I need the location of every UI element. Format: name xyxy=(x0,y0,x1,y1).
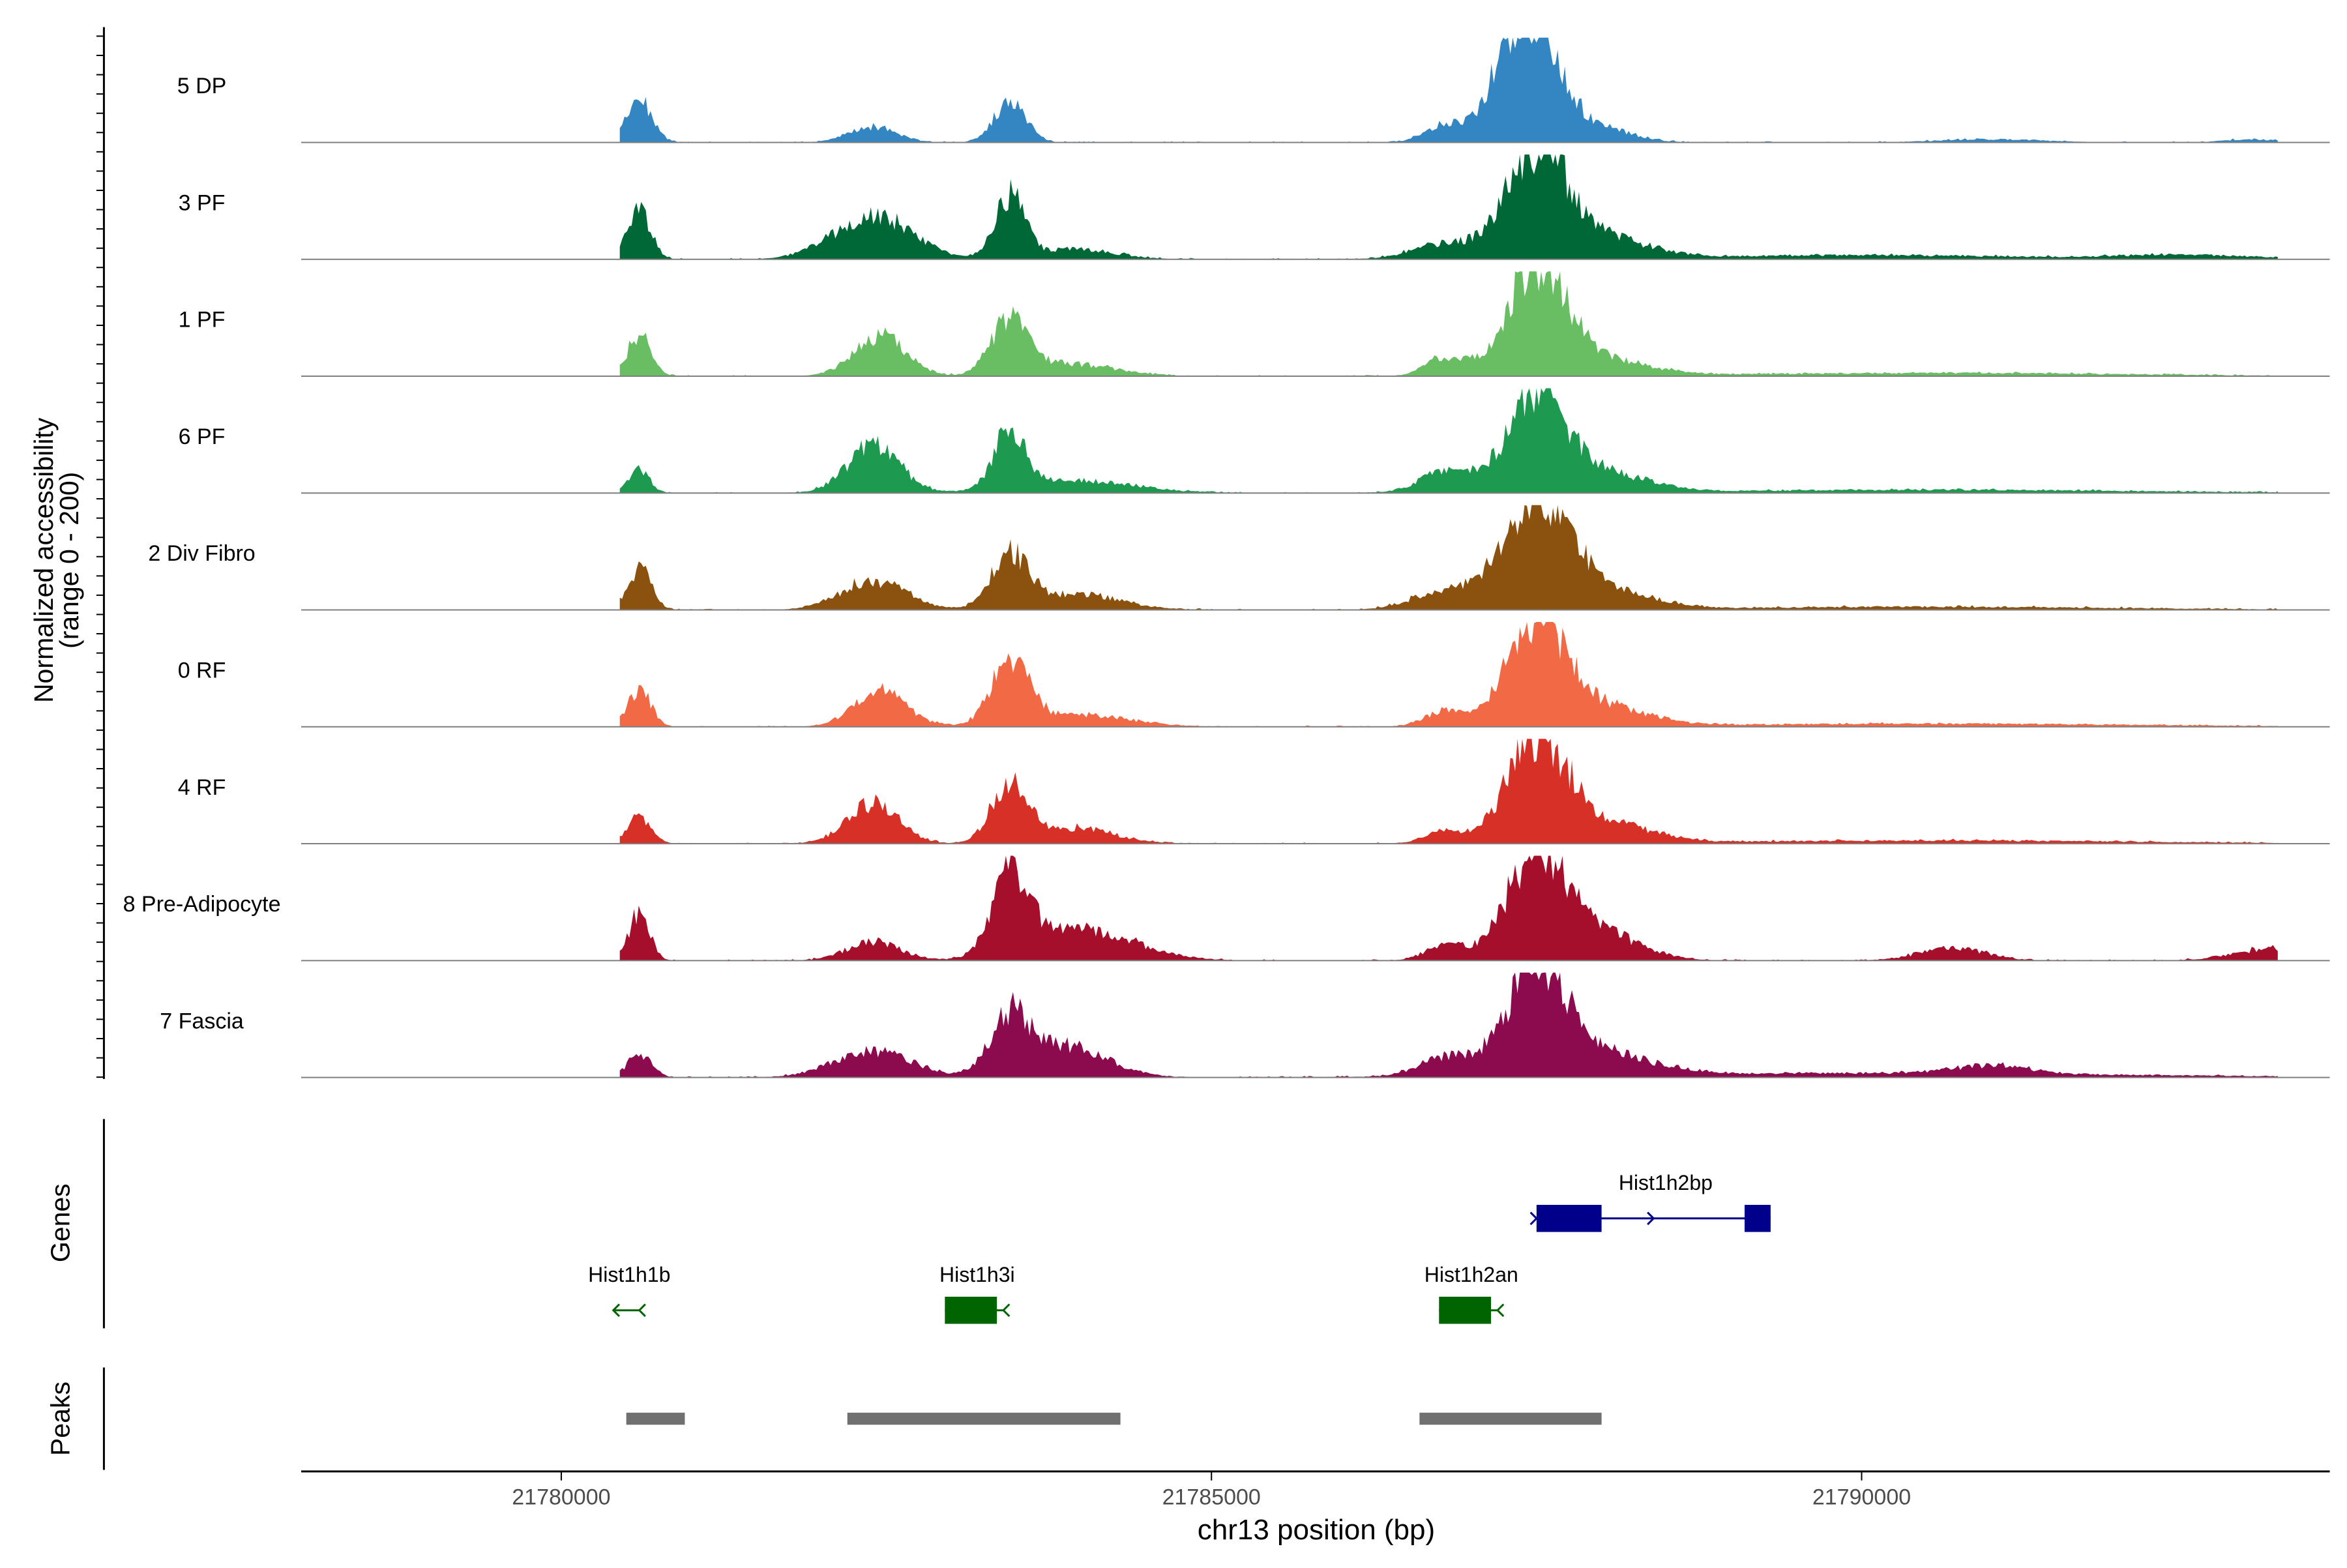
track-1: 3 PF xyxy=(179,155,2330,260)
gene-exon-2-0 xyxy=(945,1296,997,1324)
peak-region-2 xyxy=(1419,1412,1602,1425)
axis-titles: Normalized accessibility(range 0 - 200) c… xyxy=(29,417,1435,1546)
gene-0: Hist1h2bp xyxy=(1529,1171,1771,1232)
peak-region-0 xyxy=(626,1412,685,1425)
x-tick-label-1: 21785000 xyxy=(1162,1485,1261,1510)
x-axis: 21780000 21785000 21790000 xyxy=(301,1470,2330,1510)
gene-label-0: Hist1h2bp xyxy=(1619,1171,1713,1194)
x-axis-title: chr13 position (bp) xyxy=(1198,1514,1435,1546)
track-6: 4 RF xyxy=(178,739,2330,845)
gene-strand-arrow-0-0 xyxy=(1529,1211,1538,1226)
track-5: 0 RF xyxy=(178,622,2330,728)
gene-label-2: Hist1h3i xyxy=(939,1263,1015,1286)
gene-strand-arrow-0-1 xyxy=(1647,1211,1655,1226)
x-tick-label-0: 21780000 xyxy=(512,1485,610,1510)
track-2: 1 PF xyxy=(179,271,2330,377)
track-label-0: 5 DP xyxy=(177,74,227,98)
gene-2: Hist1h3i xyxy=(939,1263,1015,1324)
track-label-8: 7 Fascia xyxy=(160,1009,244,1033)
track-4: 2 Div Fibro xyxy=(148,505,2330,611)
track-label-2: 1 PF xyxy=(179,308,226,333)
track-label-7: 8 Pre-Adipocyte xyxy=(123,892,281,917)
gene-strand-arrow-1-0 xyxy=(638,1303,646,1318)
track-signal-3 xyxy=(619,388,2278,494)
genes-panel: Genes Hist1h2bp Hist1h1b Hist1h3i Hist1h2an xyxy=(45,1119,1771,1329)
gene-label-3: Hist1h2an xyxy=(1424,1263,1518,1286)
track-label-4: 2 Div Fibro xyxy=(148,541,255,566)
track-label-3: 6 PF xyxy=(179,424,226,449)
gene-1: Hist1h1b xyxy=(588,1263,670,1318)
genes-title: Genes xyxy=(45,1183,75,1262)
track-8: 7 Fascia xyxy=(160,972,2330,1078)
y-axis-title-line-1: (range 0 - 200) xyxy=(54,472,84,649)
x-tick-label-2: 21790000 xyxy=(1812,1485,1911,1510)
track-label-5: 0 RF xyxy=(178,658,226,683)
y-axis-title-line-0: Normalized accessibility xyxy=(29,417,59,703)
peak-region-1 xyxy=(847,1412,1121,1425)
track-signal-5 xyxy=(619,622,2278,727)
track-signal-0 xyxy=(619,37,2278,143)
gene-strand-arrow-1-1 xyxy=(612,1303,621,1318)
track-label-6: 4 RF xyxy=(178,775,226,800)
track-signal-1 xyxy=(619,155,2278,259)
track-signal-4 xyxy=(619,505,2278,610)
track-0: 5 DP xyxy=(177,37,2330,143)
peaks-panel: Peaks xyxy=(45,1367,1602,1470)
track-signal-6 xyxy=(619,739,2278,844)
track-signal-8 xyxy=(619,972,2278,1078)
track-signal-7 xyxy=(619,855,2278,961)
accessibility-tracks: 5 DP 3 PF 1 PF 6 PF 2 Div Fibro 0 RF 4 RF 8 Pre… xyxy=(96,27,2330,1079)
track-signal-2 xyxy=(619,271,2278,376)
gene-exon-0-1 xyxy=(1745,1205,1771,1232)
track-3: 6 PF xyxy=(179,388,2330,494)
gene-strand-arrow-2-0 xyxy=(1001,1303,1011,1318)
peaks-title: Peaks xyxy=(45,1382,75,1456)
gene-label-1: Hist1h1b xyxy=(588,1263,670,1286)
track-label-1: 3 PF xyxy=(179,190,226,215)
gene-exon-3-0 xyxy=(1439,1296,1492,1324)
gene-exon-0-0 xyxy=(1536,1205,1602,1232)
track-7: 8 Pre-Adipocyte xyxy=(123,855,2330,962)
track-y-axis xyxy=(96,27,105,1079)
gene-3: Hist1h2an xyxy=(1424,1263,1518,1324)
gene-strand-arrow-3-0 xyxy=(1496,1303,1505,1318)
